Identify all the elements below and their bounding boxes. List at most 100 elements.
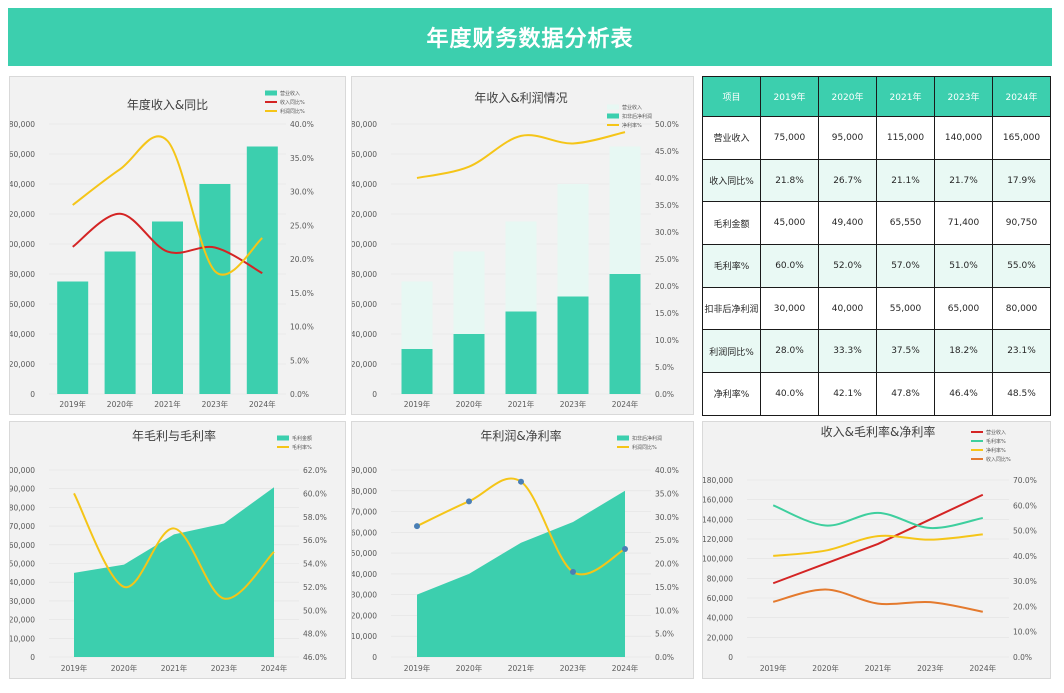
y-tick-right: 58.0% [303,513,327,522]
table-header: 2021年 [876,76,935,117]
y-tick-right: 40.0% [1013,552,1037,561]
x-tick: 2020年 [111,663,138,673]
y-tick-left: 70,000 [10,522,35,531]
legend-label: 收入同比% [986,456,1011,463]
y-tick-right: 50.0% [655,120,679,129]
table-row: 毛利金额 45,000 49,400 65,550 71,400 90,750 [702,201,1051,246]
table-header: 2020年 [818,76,877,117]
x-tick: 2023年 [560,399,587,409]
bar [199,184,231,394]
x-tick: 2019年 [404,399,431,409]
data-point [414,523,420,530]
y-tick-left: 30,000 [352,591,377,600]
y-tick-left: 0 [30,390,35,399]
y-tick-left: 0 [372,653,377,662]
bar [57,281,89,394]
table-row: 营业收入 75,000 95,000 115,000 140,000 165,0… [702,116,1051,160]
table-row: 扣非后净利润 30,000 40,000 55,000 65,000 80,00… [702,286,1051,331]
y-tick-left: 100,000 [352,240,377,249]
x-tick: 2019年 [404,663,431,673]
y-tick-left: 60,000 [352,300,377,309]
y-tick-right: 5.0% [655,363,674,372]
y-tick-left: 80,000 [707,574,733,583]
legend-label: 扣非后净利润 [622,113,652,120]
table-row: 利润同比% 28.0% 33.3% 37.5% 18.2% 23.1% [702,329,1051,374]
table-cell: 26.7% [818,158,877,203]
y-tick-right: 0.0% [655,653,674,662]
y-tick-right: 60.0% [1013,501,1037,510]
x-tick: 2024年 [249,399,276,409]
table-row: 净利率% 40.0% 42.1% 47.8% 46.4% 48.5% [702,372,1051,416]
y-tick-right: 62.0% [303,466,327,475]
y-tick-left: 50,000 [352,549,377,558]
y-tick-left: 90,000 [352,466,377,475]
table-header: 项目 [702,76,761,117]
table-cell: 40,000 [818,286,877,331]
x-tick: 2021年 [508,663,535,673]
table-cell: 21.1% [876,158,935,203]
chart-revenue-profit: 年收入&利润情况 0 20,000 40,000 60,000 80,000 100,000… [352,91,679,409]
table-row: 毛利率% 60.0% 52.0% 57.0% 51.0% 55.0% [702,244,1051,288]
x-tick: 2024年 [612,663,639,673]
line-series [72,212,263,275]
table-cell: 47.8% [876,372,935,416]
y-tick-left: 90,000 [10,485,35,494]
y-tick-left: 100,000 [10,240,35,249]
y-tick-left: 10,000 [10,634,35,643]
y-tick-left: 80,000 [352,270,377,279]
table-cell: 40.0% [760,372,819,416]
y-tick-right: 10.0% [1013,628,1037,637]
y-tick-right: 35.0% [655,201,679,210]
line-series [72,135,263,276]
y-tick-left: 140,000 [352,180,377,189]
y-tick-left: 120,000 [703,535,733,544]
x-tick: 2020年 [812,663,839,673]
bar [401,349,433,394]
line-series [73,492,275,600]
y-tick-left: 120,000 [352,210,377,219]
y-tick-left: 40,000 [352,330,377,339]
y-tick-left: 180,000 [10,120,35,129]
y-tick-left: 100,000 [10,466,35,475]
row-label: 收入同比% [702,158,761,203]
y-tick-left: 20,000 [707,633,733,642]
bar [505,311,537,394]
data-point [570,568,576,575]
x-tick: 2019年 [760,663,787,673]
table-cell: 60.0% [760,244,819,288]
row-label: 营业收入 [702,116,761,160]
bar [152,221,183,394]
chart-title: 收入&毛利率&净利率 [821,424,936,439]
legend-label: 扣非后净利润 [632,435,662,442]
table-cell: 90,750 [992,201,1051,246]
x-tick: 2024年 [970,663,997,673]
x-tick: 2024年 [261,663,288,673]
y-tick-right: 40.0% [655,174,679,183]
line-series [416,477,626,576]
y-tick-left: 20,000 [352,360,377,369]
y-tick-left: 40,000 [352,570,377,579]
x-tick: 2023年 [560,663,587,673]
x-tick: 2021年 [161,663,188,673]
y-tick-left: 30,000 [10,597,35,606]
x-tick: 2023年 [202,399,229,409]
chart-revenue-yoy: 年度收入&同比 0 20,000 40,000 60,000 80,000 100,000 1… [10,90,314,409]
legend-label: 收入同比% [280,99,305,106]
y-tick-left: 140,000 [10,180,35,189]
table-cell: 42.1% [818,372,877,416]
chart-panel-5: 收入&毛利率&净利率 0 20,000 40,000 60,000 80,000 100,0… [702,421,1051,679]
legend-swatch [277,435,289,441]
y-tick-right: 30.0% [290,188,314,197]
y-tick-left: 70,000 [352,508,377,517]
table-cell: 30,000 [760,286,819,331]
area-series [74,487,274,657]
chart-title: 年收入&利润情况 [474,91,567,105]
legend-label: 毛利率% [986,438,1006,445]
table-cell: 46.4% [934,372,993,416]
y-tick-left: 0 [728,653,733,662]
row-label: 扣非后净利润 [702,286,761,331]
y-tick-right: 25.0% [290,221,314,230]
table-cell: 51.0% [934,244,993,288]
chart-gross-profit: 年毛利与毛利率 0 10,000 20,000 30,000 40,000 50,000 60… [10,428,327,673]
y-tick-right: 25.0% [655,536,679,545]
